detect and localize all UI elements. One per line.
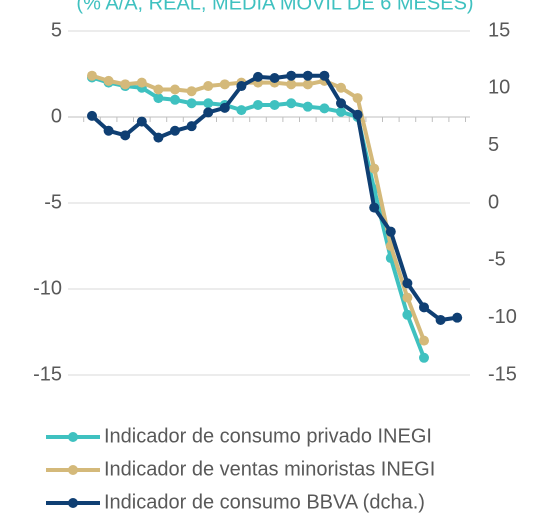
series-point: [186, 98, 197, 109]
y2-tick-label: -5: [488, 249, 506, 271]
series-point: [170, 84, 180, 95]
series-point: [319, 103, 330, 114]
y2-tick-label: -10: [488, 306, 517, 328]
y2-tick-label: -15: [488, 363, 517, 385]
legend-swatch-point: [68, 432, 78, 442]
y2-tick-label: 15: [488, 19, 510, 41]
series-point: [203, 98, 214, 109]
y-tick-label: -15: [33, 363, 62, 385]
series-point: [452, 312, 463, 323]
series-point: [236, 105, 247, 116]
series-point: [120, 130, 131, 141]
series-point: [435, 314, 446, 325]
series-point: [153, 132, 164, 143]
series-point: [203, 81, 214, 92]
series-point: [87, 70, 97, 81]
series-point: [120, 79, 131, 90]
series-point: [253, 99, 263, 110]
series-point: [136, 116, 147, 127]
chart-subtitle: (% A/A, REAL, MEDIA MÓVIL DE 6 MESES): [76, 0, 473, 14]
y-tick-label: -10: [33, 277, 62, 299]
series-point: [286, 70, 297, 81]
y-tick-label: 5: [51, 19, 62, 41]
series-point: [136, 77, 147, 88]
legend-label: Indicador de ventas minoristas INEGI: [104, 458, 435, 480]
series-point: [87, 110, 97, 121]
series-point: [302, 101, 313, 112]
series-point: [153, 84, 164, 95]
series-point: [385, 226, 396, 237]
series-point: [203, 107, 214, 118]
series-point: [236, 81, 247, 92]
y2-tick-label: 10: [488, 77, 510, 99]
y-tick-label: 0: [51, 105, 62, 127]
legend-swatch-point: [68, 498, 78, 508]
series-point: [186, 86, 197, 97]
series-point: [269, 73, 280, 84]
series-point: [103, 125, 114, 136]
series-point: [419, 352, 429, 363]
series-point: [336, 98, 346, 109]
series-point: [352, 93, 363, 104]
series-point: [352, 109, 363, 120]
series-point: [336, 82, 346, 93]
series-point: [402, 292, 413, 303]
series-point: [219, 79, 230, 90]
y2-tick-label: 0: [488, 191, 499, 213]
series-point: [302, 79, 313, 90]
series-point: [369, 202, 380, 213]
series-point: [253, 71, 263, 82]
legend-label: Indicador de consumo BBVA (dcha.): [104, 491, 425, 513]
y2-tick-label: 5: [488, 134, 499, 156]
series-point: [103, 75, 114, 86]
y-tick-label: -5: [44, 191, 62, 213]
series-point: [319, 70, 330, 81]
series-point: [419, 302, 429, 313]
series-point: [419, 335, 429, 346]
series-point: [269, 99, 280, 110]
series-point: [286, 79, 297, 90]
legend-swatch-point: [68, 465, 78, 475]
series-point: [336, 106, 346, 117]
series-point: [153, 93, 164, 104]
series-point: [286, 98, 297, 109]
series-point: [402, 278, 413, 289]
series-point: [219, 102, 230, 113]
series-point: [170, 125, 180, 136]
series-point: [402, 309, 413, 320]
series-point: [369, 163, 380, 174]
series-point: [170, 94, 180, 105]
legend-label: Indicador de consumo privado INEGI: [104, 425, 432, 447]
series-point: [302, 70, 313, 81]
series-point: [186, 121, 197, 132]
